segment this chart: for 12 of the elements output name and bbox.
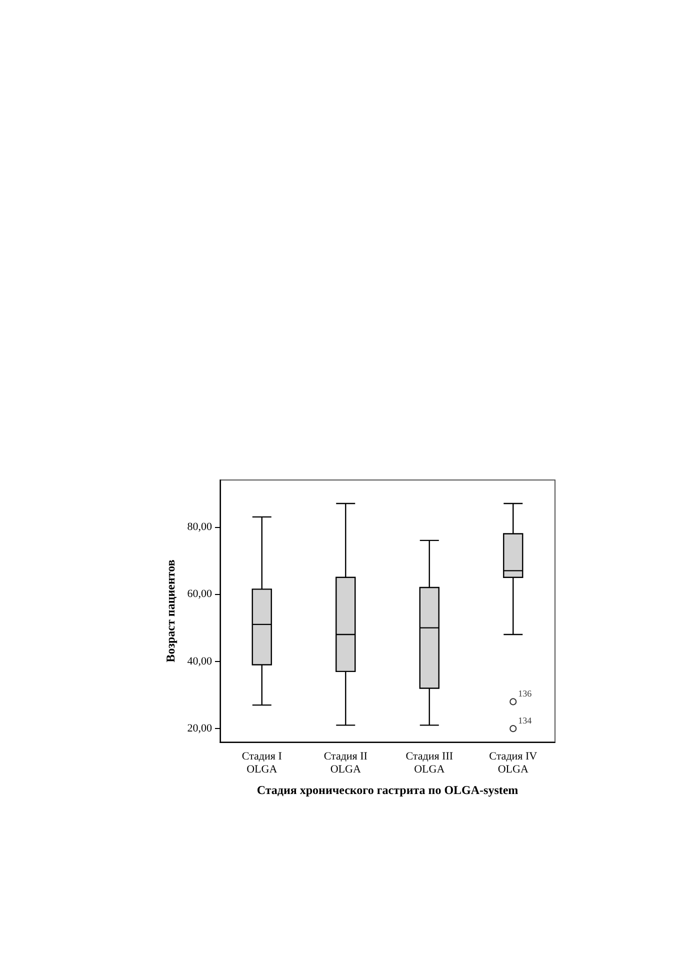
y-tick-label: 80,00 (187, 521, 212, 534)
x-axis-title: Стадия хронического гастрита по OLGA-system (256, 783, 518, 797)
annotation: 134 (518, 716, 532, 726)
x-tick-label: Стадия II OLGA (324, 750, 368, 776)
y-tick-label: 40,00 (187, 655, 212, 668)
y-tick-label: 60,00 (187, 588, 212, 600)
x-tick-label: Стадия I OLGA (242, 750, 282, 776)
y-axis-title: Возраст пациентов (163, 559, 178, 662)
x-tick-label: Стадия IV OLGA (489, 750, 538, 776)
x-tick-label: Стадия III OLGA (406, 750, 454, 776)
y-tick-label: 20,00 (187, 722, 212, 735)
annotation: 136 (518, 688, 532, 699)
